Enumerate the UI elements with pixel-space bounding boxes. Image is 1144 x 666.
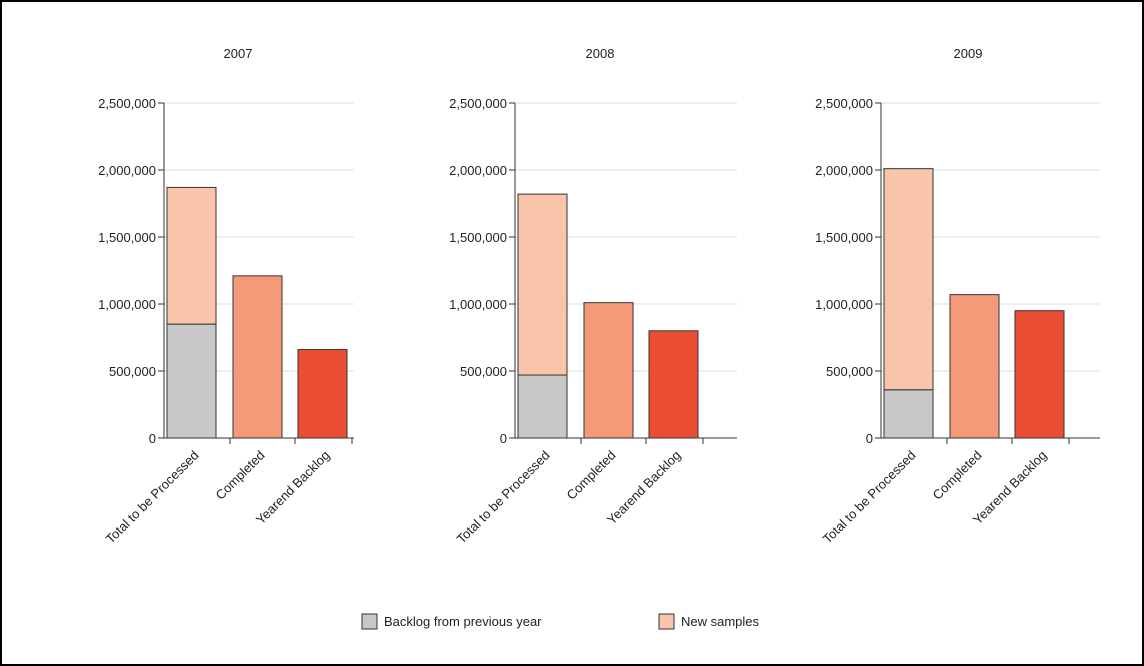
bar-yearend-backlog xyxy=(297,349,348,439)
x-category-label: Completed xyxy=(564,448,619,503)
y-tick-label: 0 xyxy=(500,431,507,446)
x-category-label: Total to be Processed xyxy=(820,448,919,547)
legend-swatch xyxy=(658,613,675,630)
bar-completed xyxy=(949,294,1000,439)
y-tick-label: 500,000 xyxy=(109,364,156,379)
x-category-label: Total to be Processed xyxy=(454,448,553,547)
bar-new-samples xyxy=(883,168,934,391)
legend-label: New samples xyxy=(681,614,760,629)
chart-panel-2008: 2008 0 500,000 1,000,000 1,500,000 2,000,000 2… xyxy=(449,46,737,547)
x-category-label: Completed xyxy=(213,448,268,503)
y-tick-label: 2,000,000 xyxy=(98,163,156,178)
bar-backlog xyxy=(883,389,934,439)
y-tick-label: 500,000 xyxy=(460,364,507,379)
y-tick-label: 2,000,000 xyxy=(449,163,507,178)
y-tick-label: 2,000,000 xyxy=(815,163,873,178)
bar-new-samples xyxy=(517,193,568,376)
y-tick-label: 0 xyxy=(866,431,873,446)
bar-backlog xyxy=(166,323,217,439)
legend-label: Backlog from previous year xyxy=(384,614,542,629)
y-tick-label: 500,000 xyxy=(826,364,873,379)
legend-swatch xyxy=(361,613,378,630)
chart-panel-2007: 2007 0 500,000 1,000,000 1,500,000 2,000,000 2… xyxy=(98,46,354,547)
bar-new-samples xyxy=(166,186,217,325)
chart-panel-2009: 2009 0 500,000 1,000,000 1,500,000 2,000,000 2… xyxy=(815,46,1100,547)
bar-yearend-backlog xyxy=(648,330,699,439)
y-tick-label: 1,500,000 xyxy=(449,230,507,245)
x-category-label: Total to be Processed xyxy=(103,448,202,547)
bar-yearend-backlog xyxy=(1014,310,1065,439)
y-tick-label: 1,000,000 xyxy=(449,297,507,312)
y-tick-label: 2,500,000 xyxy=(449,96,507,111)
y-tick-label: 1,000,000 xyxy=(98,297,156,312)
y-tick-label: 2,500,000 xyxy=(98,96,156,111)
y-tick-label: 2,500,000 xyxy=(815,96,873,111)
legend: Backlog from previous year New samples xyxy=(361,613,760,630)
y-tick-label: 0 xyxy=(149,431,156,446)
y-tick-label: 1,000,000 xyxy=(815,297,873,312)
panel-title: 2007 xyxy=(224,46,253,61)
bar-completed xyxy=(583,302,634,439)
y-tick-label: 1,500,000 xyxy=(98,230,156,245)
panel-title: 2009 xyxy=(954,46,983,61)
bar-completed xyxy=(232,275,283,439)
panel-title: 2008 xyxy=(586,46,615,61)
y-tick-label: 1,500,000 xyxy=(815,230,873,245)
x-category-label: Completed xyxy=(930,448,985,503)
bar-backlog xyxy=(517,374,568,439)
